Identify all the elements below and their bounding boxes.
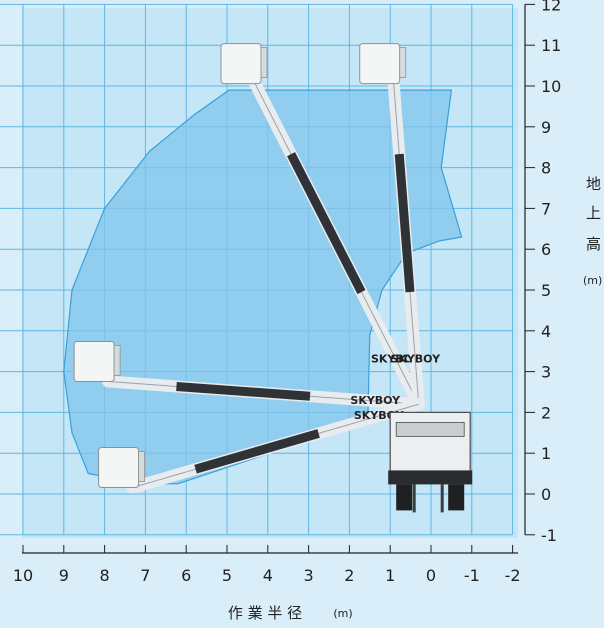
boom-position-1: SKYBOY — [359, 43, 441, 411]
x-tick-label: 9 — [59, 566, 69, 585]
x-tick-label: -2 — [505, 566, 521, 585]
x-tick-label: 3 — [304, 566, 314, 585]
boom-brand-label: SKYBOY — [350, 394, 401, 407]
bucket — [98, 447, 140, 489]
y-axis-label: 地 上 高 (m) — [583, 175, 602, 287]
bucket-side — [260, 47, 268, 78]
x-tick-label: 5 — [222, 566, 232, 585]
x-tick-label: 1 — [385, 566, 395, 585]
bucket — [220, 43, 262, 85]
y-tick-label: 10 — [541, 77, 561, 96]
x-tick-label: 2 — [344, 566, 354, 585]
x-tick-label: 8 — [100, 566, 110, 585]
y-tick-label: 2 — [541, 403, 551, 422]
boom-brand-label: SKYBOY — [390, 352, 441, 365]
x-tick-label: 0 — [426, 566, 436, 585]
truck-chassis — [388, 470, 473, 485]
bucket — [359, 43, 401, 85]
x-tick-label: 4 — [263, 566, 273, 585]
bucket-side — [138, 451, 146, 482]
boom-position-3: SKYBOY — [98, 398, 425, 494]
y-tick-label: 1 — [541, 444, 551, 463]
boom-telescopic-section — [287, 152, 366, 295]
boom-position-2: SKYBOY — [73, 340, 425, 411]
x-tick-label: 6 — [181, 566, 191, 585]
y-tick-label: 9 — [541, 118, 551, 137]
y-axis-label-char-0: 地 — [586, 175, 601, 193]
y-axis-label-char-1: 上 — [586, 204, 601, 222]
x-tick-label: 7 — [140, 566, 150, 585]
bucket-side — [113, 345, 121, 376]
truck-wheel — [396, 484, 413, 511]
boom-telescopic-section — [394, 153, 415, 293]
y-axis-unit: (m) — [583, 274, 602, 287]
boom-telescopic-section — [176, 381, 311, 401]
y-tick-label: 11 — [541, 36, 561, 55]
y-axis-label-char-2: 高 — [586, 235, 601, 253]
y-tick-label: -1 — [541, 526, 557, 545]
y-tick-label: 12 — [541, 0, 561, 14]
y-tick-label: 6 — [541, 240, 551, 259]
truck-panel — [395, 421, 465, 437]
y-tick-label: 5 — [541, 281, 551, 300]
truck-body — [388, 411, 473, 513]
x-axis: 10 9 8 7 6 5 4 3 2 1 0 -1 -2 — [13, 545, 521, 585]
bucket — [73, 340, 115, 382]
x-axis-unit: (m) — [333, 607, 352, 620]
x-tick-label: 10 — [13, 566, 33, 585]
x-tick-label: -1 — [464, 566, 480, 585]
truck-wheel — [448, 484, 465, 511]
truck-cab — [389, 411, 471, 473]
bucket-side — [399, 47, 407, 78]
y-tick-label: 8 — [541, 159, 551, 178]
y-tick-label: 4 — [541, 322, 551, 341]
y-tick-label: 0 — [541, 485, 551, 504]
x-axis-label: 作 業 半 径 — [228, 604, 302, 622]
y-tick-label: 3 — [541, 363, 551, 382]
y-tick-label: 7 — [541, 199, 551, 218]
boom-telescopic-section — [194, 429, 320, 474]
